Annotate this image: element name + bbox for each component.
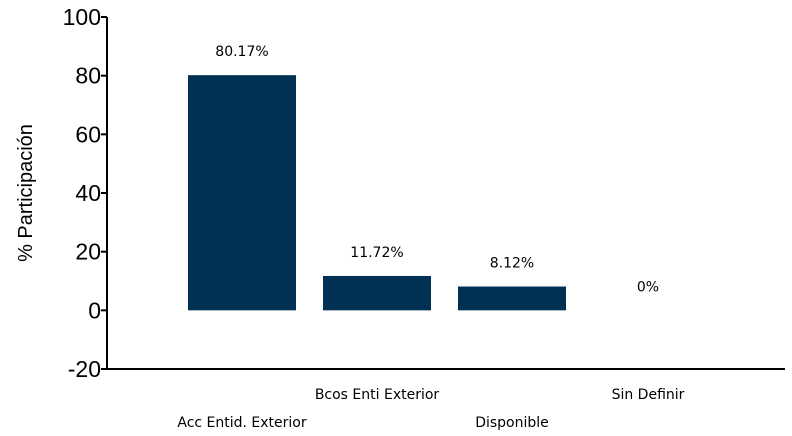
y-tick-label: 100 [63,4,101,30]
data-label: 80.17% [215,44,268,60]
x-category-label: Bcos Enti Exterior [315,387,440,403]
data-label: 0% [637,279,659,295]
x-category-label: Sin Definir [612,387,685,403]
data-label: 8.12% [490,256,534,272]
y-axis-label: % Participación [15,124,37,262]
y-tick-label: 0 [88,297,101,323]
data-label: 11.72% [350,245,403,261]
y-tick-label: 20 [75,239,101,265]
x-category-label: Disponible [475,415,549,431]
y-tick-label: -20 [68,356,101,382]
bar [188,75,296,311]
y-tick-label: 60 [75,121,101,147]
y-tick-label: 40 [75,180,101,206]
bar [458,286,566,311]
bar [323,275,431,311]
y-tick-label: 80 [75,63,101,89]
x-category-label: Acc Entid. Exterior [177,415,307,431]
